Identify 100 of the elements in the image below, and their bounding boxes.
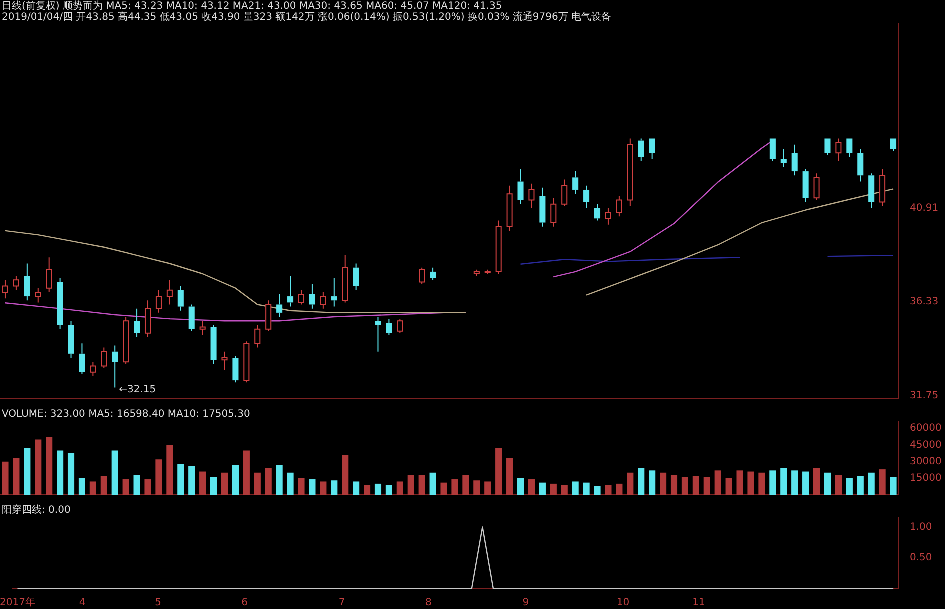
candlestick <box>792 144 798 176</box>
bar <box>692 476 700 495</box>
candlestick <box>430 267 436 281</box>
bar <box>638 468 645 495</box>
bar <box>287 472 294 495</box>
bar <box>802 472 810 495</box>
bar <box>682 477 689 495</box>
candlestick <box>386 318 392 336</box>
bar <box>265 468 272 495</box>
candlestick <box>134 308 140 338</box>
candlestick <box>188 304 195 332</box>
bar <box>243 450 250 495</box>
bar <box>846 478 853 495</box>
bar <box>408 475 414 495</box>
bar <box>704 477 710 495</box>
bar <box>440 482 448 495</box>
candlestick <box>824 138 831 156</box>
candlestick <box>24 263 30 302</box>
y-tick-label: 0.50 <box>910 552 932 564</box>
y-tick-label: 45000 <box>910 440 942 451</box>
bar <box>649 470 656 495</box>
candlestick <box>802 168 809 203</box>
bar <box>583 482 590 495</box>
candlestick <box>68 320 74 359</box>
bar <box>24 448 31 495</box>
bar <box>627 472 634 495</box>
x-tick-label: 4 <box>79 598 86 609</box>
bar <box>78 478 86 495</box>
bar <box>112 450 118 495</box>
candlestick <box>518 168 524 205</box>
bar <box>714 470 722 495</box>
bar <box>396 482 404 495</box>
annotation: ←32.15 <box>119 384 156 396</box>
bar <box>835 475 842 495</box>
bar <box>452 480 458 495</box>
bar <box>90 482 96 495</box>
candlestick <box>353 263 360 291</box>
bar <box>605 485 612 495</box>
bar <box>736 470 744 495</box>
bar <box>374 484 382 495</box>
bar <box>616 484 623 495</box>
candlestick <box>638 138 644 162</box>
x-tick-label: 11 <box>692 598 706 609</box>
candlestick <box>780 148 787 168</box>
candlestick <box>540 187 546 228</box>
candlestick <box>79 343 86 375</box>
bar <box>506 458 514 495</box>
bar <box>342 455 349 495</box>
chart-subtitle: 2019/01/04/四 开43.85 高44.35 低43.05 收43.90 量323 额142万 涨0.06(0.14%) 振0.53(1.20%) 换0.03% 流通9796万 电气设备 <box>2 12 612 23</box>
x-tick-label: 8 <box>425 598 432 609</box>
y-tick-label: 60000 <box>910 423 942 434</box>
bar <box>254 472 261 495</box>
bar <box>210 477 218 495</box>
x-tick-label: 2017年 <box>0 596 36 609</box>
chart-title: 日线(前复权) 顺势而为 MA5: 43.23 MA10: 43.12 MA21: 43.00 MA30: 43.65 MA60: 45.07 MA120: 41.35 <box>2 1 502 12</box>
x-tick-label: 5 <box>155 598 162 609</box>
bar <box>770 470 776 495</box>
candlestick <box>584 185 590 209</box>
bar <box>35 440 42 495</box>
bar <box>528 480 536 495</box>
candlestick <box>331 278 338 308</box>
bar <box>46 437 53 495</box>
bar <box>68 452 75 495</box>
bar <box>57 450 64 495</box>
bar <box>276 465 283 495</box>
candlestick <box>890 138 897 152</box>
bar <box>813 468 820 495</box>
bar <box>517 478 524 495</box>
bar <box>298 478 305 495</box>
bar <box>748 472 754 495</box>
x-tick-label: 10 <box>616 598 630 609</box>
bar <box>364 485 371 495</box>
chart-title: VOLUME: 323.00 MA5: 16598.40 MA10: 17505.30 <box>2 409 250 420</box>
candlestick <box>594 204 601 222</box>
candlestick <box>210 324 217 365</box>
bar <box>331 480 338 495</box>
bar <box>100 476 108 495</box>
bar <box>561 485 568 495</box>
bar <box>890 477 897 495</box>
bar <box>462 475 470 495</box>
bar <box>430 472 436 495</box>
bar <box>309 480 316 495</box>
bar <box>792 470 798 495</box>
y-tick-label: 30000 <box>910 456 942 468</box>
chart-title: 阳穿四线: 0.00 <box>2 505 71 516</box>
bar <box>134 475 140 495</box>
candlestick <box>770 138 776 162</box>
bar <box>879 470 886 495</box>
candlestick <box>288 276 294 308</box>
bar <box>418 475 426 495</box>
candlestick <box>57 278 64 330</box>
y-tick-label: 36.33 <box>910 296 939 308</box>
x-tick-label: 6 <box>242 598 248 609</box>
candlestick <box>178 286 184 312</box>
bar <box>572 482 579 495</box>
candlestick <box>572 171 579 195</box>
x-tick-label: 9 <box>522 598 530 609</box>
bar <box>320 482 327 495</box>
bar <box>122 480 130 495</box>
bar <box>660 472 667 495</box>
